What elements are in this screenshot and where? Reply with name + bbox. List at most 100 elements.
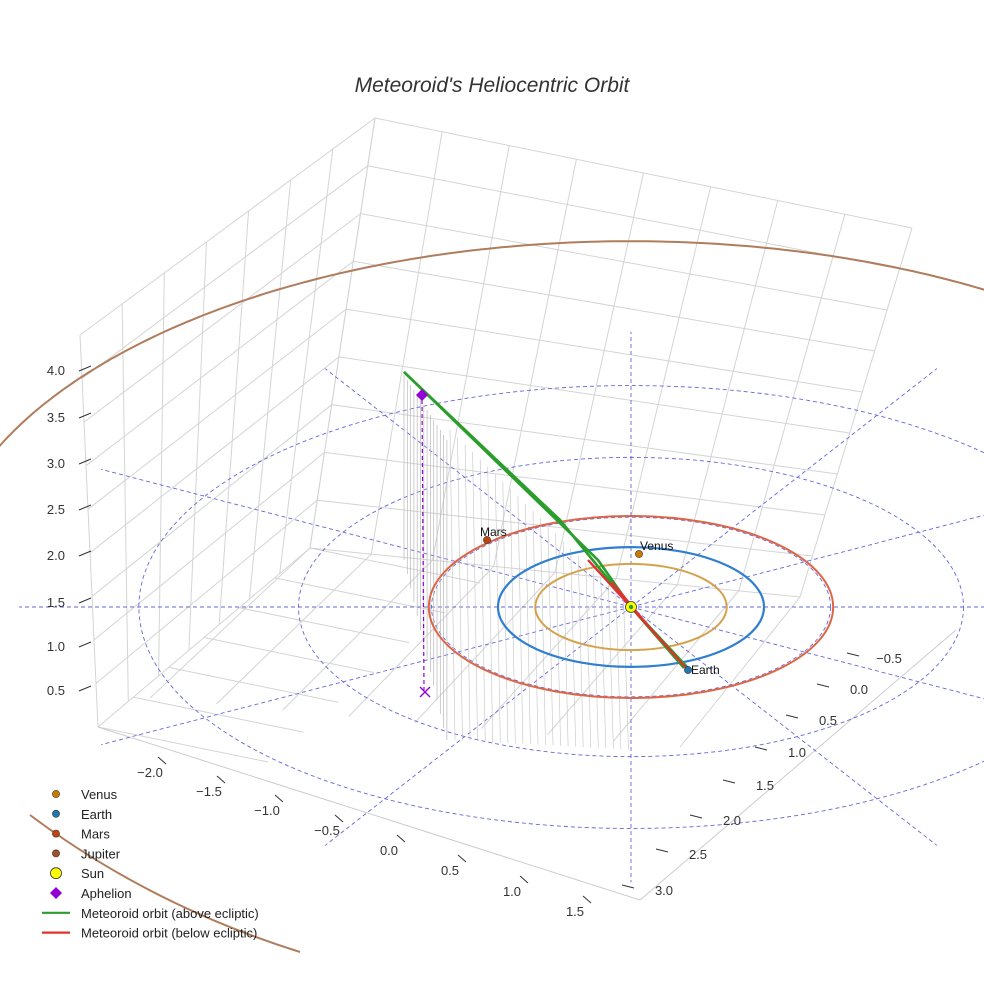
back-wall-gridline [554, 172, 644, 573]
y-tick [816, 683, 830, 688]
x-tick [334, 814, 344, 823]
left-wall-gridline [158, 272, 165, 676]
floor-gridline [613, 590, 740, 742]
back-wall-gridline [370, 131, 443, 555]
z-tick-label: 0.5 [47, 683, 65, 698]
floor-gridline [274, 577, 445, 614]
legend: Venus Earth Mars Jupiter Sun Aphelion Meteoroi… [42, 787, 259, 941]
drop-line [577, 555, 584, 748]
legend-label: Jupiter [81, 846, 121, 861]
drop-line [532, 511, 539, 745]
legend-swatch-dot [52, 829, 60, 838]
earth-orbit [496, 546, 766, 668]
x-tick-label: 0.0 [380, 843, 398, 858]
floor-gridline [203, 637, 375, 673]
y-tick-label: 1.0 [788, 745, 806, 760]
legend-item: Sun [50, 866, 104, 881]
drop-line [615, 592, 622, 750]
legend-swatch-diamond [50, 887, 62, 899]
y-tick [621, 884, 635, 889]
legend-label: Venus [81, 787, 118, 802]
sun-center [628, 604, 634, 610]
x-tick [519, 875, 529, 884]
floor-gridline [282, 559, 433, 711]
x-tick [582, 895, 592, 904]
y-tick [689, 814, 703, 819]
x-tick [274, 794, 284, 803]
left-wall-gridline [279, 148, 334, 574]
legend-item: Mars [52, 827, 110, 842]
y-tick-label: 2.0 [723, 813, 741, 828]
ecliptic-spoke [630, 606, 938, 846]
x-tick [157, 756, 167, 765]
legend-item: Aphelion [50, 886, 132, 901]
drop-line [585, 562, 592, 748]
ecliptic-grid [19, 331, 984, 883]
z-tick-label: 1.0 [47, 639, 65, 654]
legend-label: Sun [81, 866, 104, 881]
chart-title: Meteoroid's Heliocentric Orbit [354, 74, 630, 97]
y-tick [722, 779, 736, 784]
aphelion-projection-line [421, 399, 425, 691]
legend-swatch-dot [52, 849, 60, 858]
x-tick [216, 775, 226, 784]
drop-line [449, 429, 456, 741]
ecliptic-spoke [630, 368, 938, 608]
drop-line [600, 577, 607, 749]
drop-line [570, 547, 576, 747]
z-level-gridline [81, 165, 900, 380]
floor-gridline [348, 566, 495, 717]
z-tick-label: 2.5 [47, 502, 65, 517]
meteoroid-orbit-below [611, 581, 661, 641]
ecliptic-spoke [630, 606, 984, 700]
z-tick-label: 3.5 [47, 410, 65, 425]
mars-orbit [427, 515, 835, 699]
z-tick [78, 365, 92, 372]
z-level-gridline [87, 308, 863, 510]
floor-gridline [547, 584, 678, 736]
y-tick-label: 1.5 [756, 778, 774, 793]
drop-line [464, 444, 471, 741]
ecliptic-spoke [324, 368, 632, 608]
venus-label: Venus [640, 539, 673, 553]
y-tick [785, 714, 799, 719]
z-level-gridline [95, 499, 813, 684]
y-tick-label: 0.5 [819, 713, 837, 728]
y-tick [754, 746, 768, 751]
back-wall-gridline [432, 145, 510, 561]
drop-line [479, 459, 486, 742]
jupiter-orbit [29, 814, 301, 953]
drop-line [510, 488, 516, 744]
legend-item: Meteoroid orbit (below ecliptic) [42, 926, 257, 941]
z-tick [78, 550, 92, 557]
back-wall-gridline [493, 159, 577, 567]
legend-item: Meteoroid orbit (above ecliptic) [42, 906, 259, 921]
z-level-gridline [83, 213, 888, 423]
meteoroid-orbit [403, 371, 689, 669]
x-tick [457, 854, 467, 863]
y-tick [655, 848, 669, 853]
y-tick-label: 2.5 [689, 847, 707, 862]
left-wall-gridline [309, 117, 376, 549]
drop-line [562, 540, 569, 747]
aphelion-ecliptic-cross [419, 686, 431, 698]
legend-label: Meteoroid orbit (below ecliptic) [81, 926, 257, 941]
left-wall-gridline [248, 179, 292, 600]
floor-gridline [97, 726, 269, 763]
legend-swatch-sun [50, 867, 62, 880]
floor-gridline [133, 696, 304, 733]
y-tick-label: 0.0 [850, 682, 868, 697]
floor-edge [639, 629, 957, 901]
axis-ticks: 0.5 1.0 1.5 2.0 2.5 3.0 3.5 4.0 −2.0 −1.5 −1.0 −0.5… [47, 363, 902, 919]
floor-gridline [414, 572, 556, 723]
z-level-gridline [91, 404, 838, 597]
floor-gridline [309, 547, 481, 584]
legend-label: Meteoroid orbit (above ecliptic) [81, 906, 259, 921]
floor-gridline [215, 553, 372, 705]
back-wall-gridline [615, 186, 712, 579]
x-tick-label: 1.0 [503, 884, 521, 899]
z-tick-label: 3.0 [47, 456, 65, 471]
floor-gridline [679, 596, 801, 748]
z-tick [78, 458, 92, 465]
